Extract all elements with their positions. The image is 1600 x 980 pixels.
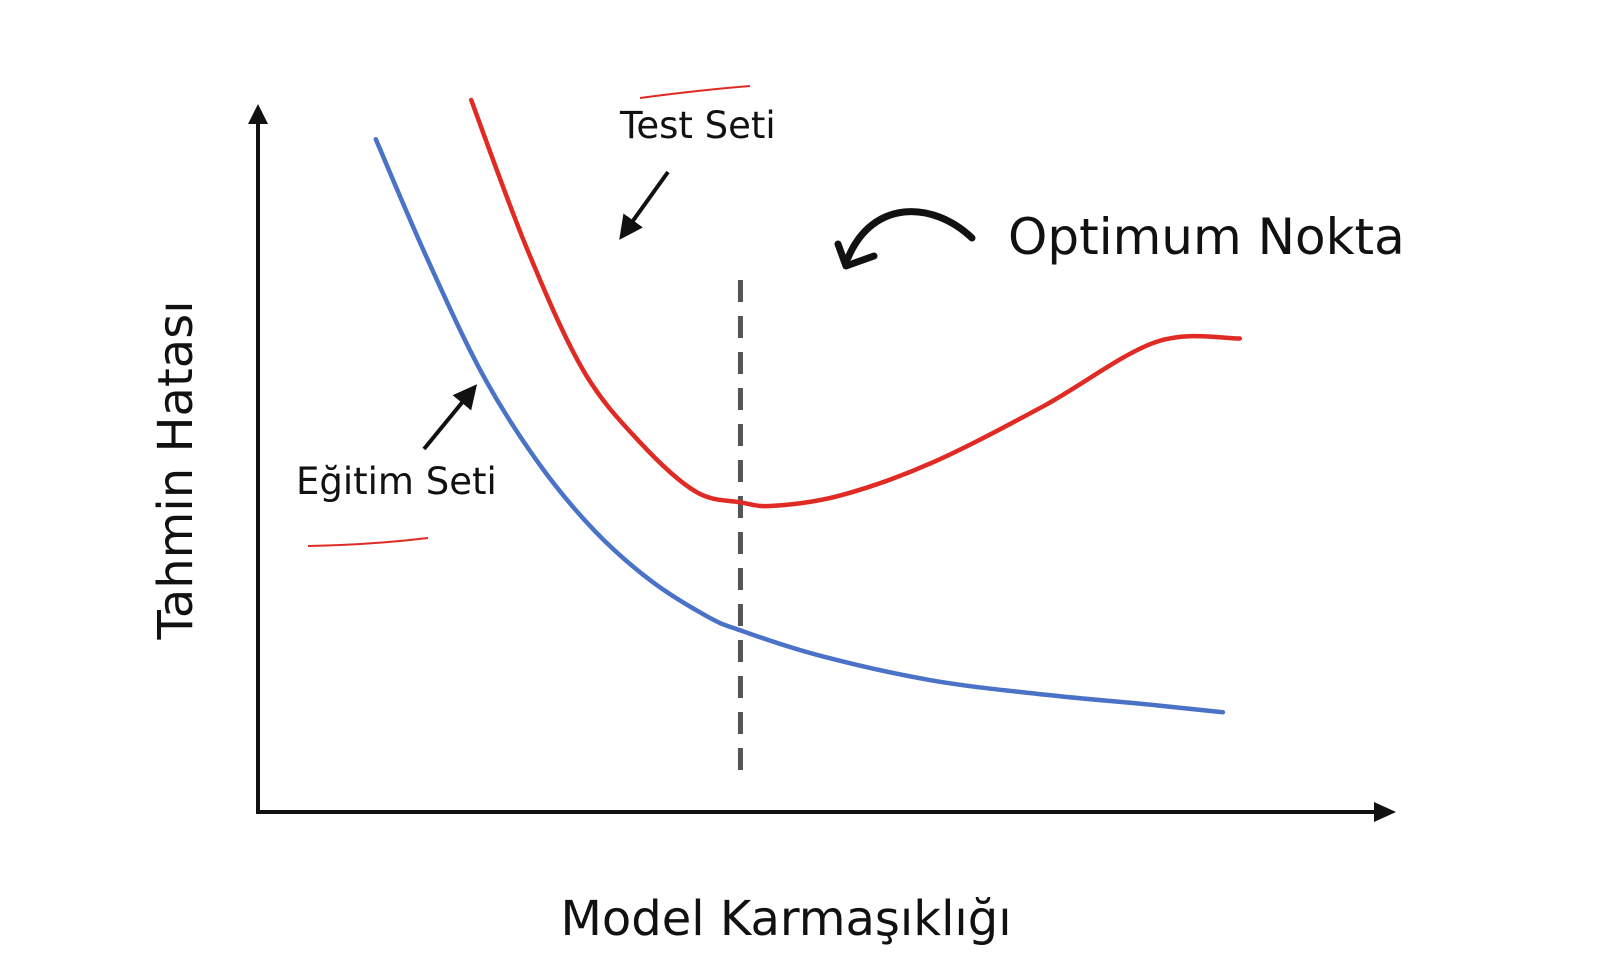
- series-line-training-set: [373, 136, 1226, 715]
- test-label-underline: [639, 85, 751, 99]
- x-axis-arrowhead: [1374, 802, 1396, 822]
- series-line-test-set: [468, 97, 1243, 509]
- test-set-pointer-arrow: [619, 170, 670, 240]
- training-set-pointer-arrow: [422, 384, 478, 451]
- x-axis-label: Model Karmaşıklığı: [560, 891, 1011, 947]
- y-axis-arrowhead: [248, 104, 268, 124]
- train-label-underline: [307, 537, 429, 547]
- y-axis-label: Tahmin Hatası: [148, 300, 204, 640]
- optimum-annotation-label: Optimum Nokta: [1008, 208, 1405, 266]
- legend-label-test-set: Test Seti: [619, 104, 776, 147]
- optimum-curved-arrowhead: [834, 240, 878, 270]
- optimum-curved-arrow: [844, 208, 976, 262]
- legend-label-training-set: Eğitim Seti: [296, 460, 497, 503]
